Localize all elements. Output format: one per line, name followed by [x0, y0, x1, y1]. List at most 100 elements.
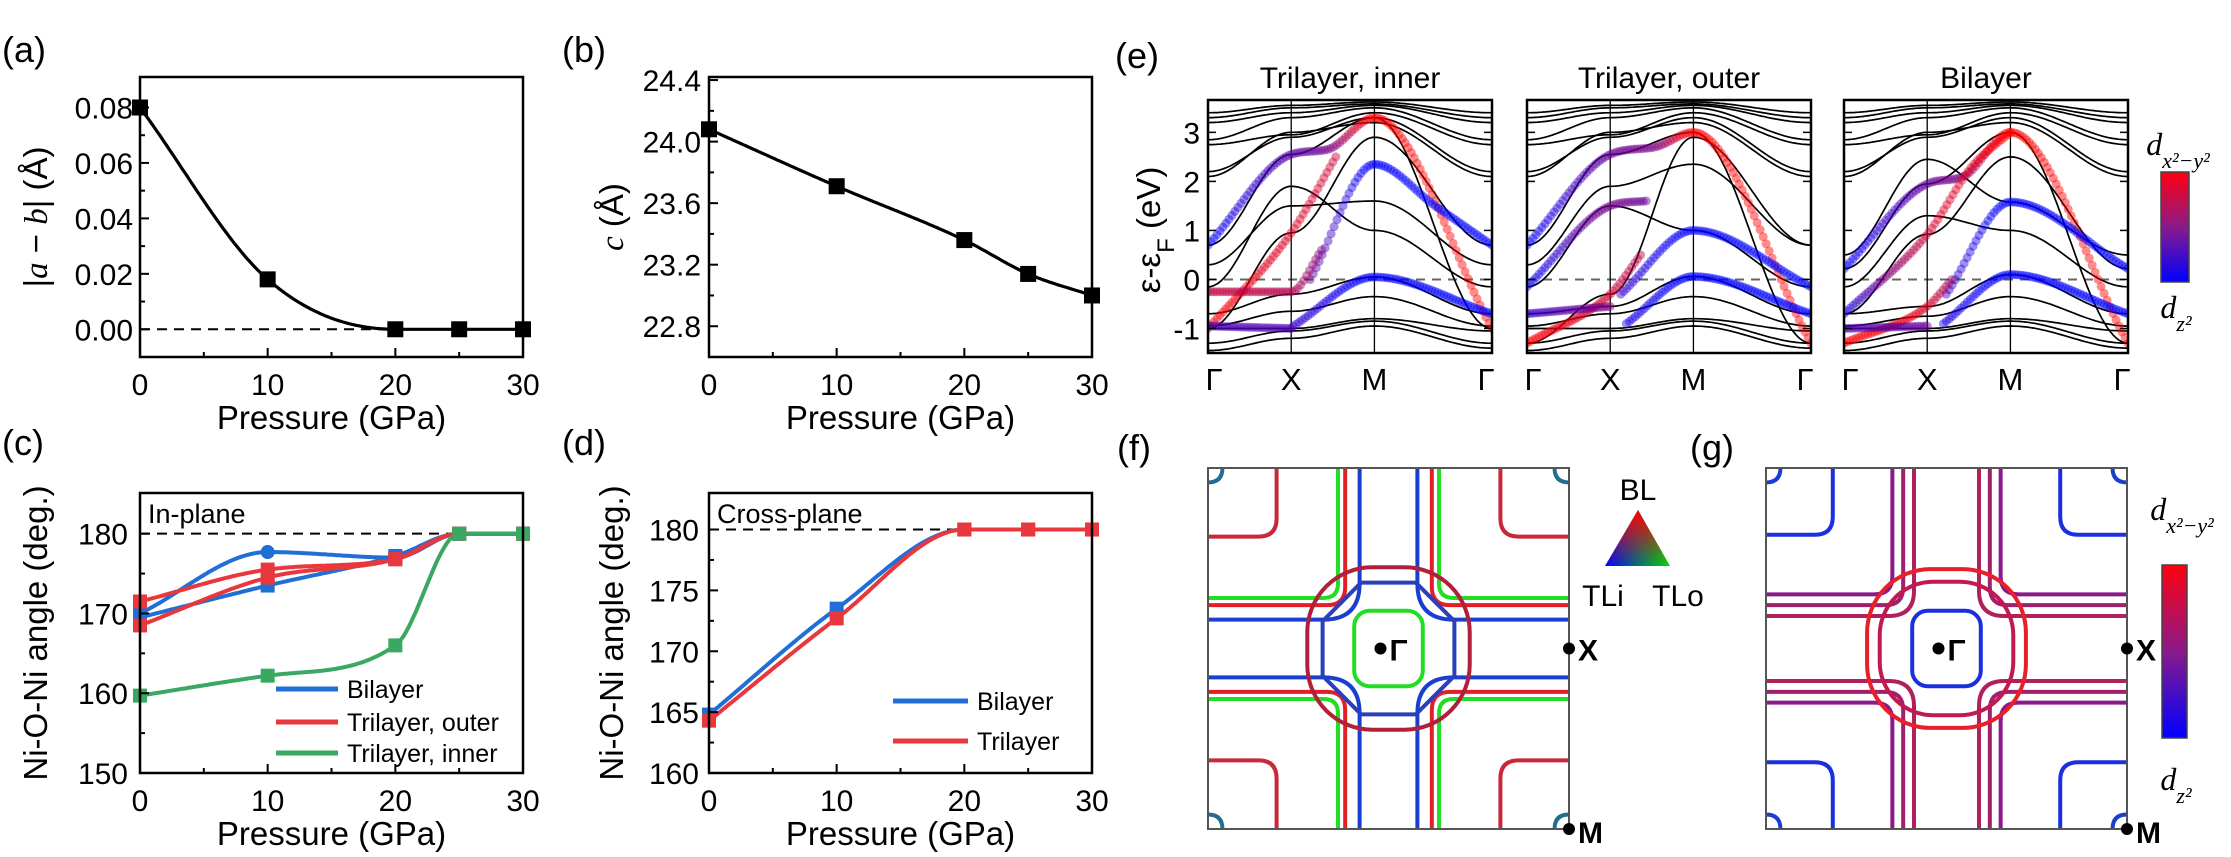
orbital-weight-dot [1269, 160, 1279, 170]
orbital-weight-dot [1845, 303, 1855, 313]
orbital-weight-dot [1788, 272, 1798, 282]
orbital-weight-dot [1699, 272, 1709, 282]
orbital-weight-dot [2010, 270, 2020, 280]
orbital-weight-dot [1851, 251, 1861, 261]
orbital-weight-dot [2016, 270, 2026, 280]
orbital-weight-dot [1639, 144, 1649, 154]
y-tick-label: 24.4 [643, 65, 701, 98]
orbital-weight-dot [1564, 305, 1574, 315]
k-point-label: M [1362, 362, 1388, 397]
band-line [1527, 295, 1811, 327]
orbital-weight-dot [1983, 279, 1993, 289]
orbital-weight-dot [1971, 289, 1981, 299]
orbital-weight-dot [2120, 308, 2128, 318]
orbital-weight-dot [1442, 291, 1452, 301]
orbital-weight-dot [1950, 174, 1960, 184]
orbital-weight-dot [1922, 321, 1932, 331]
orbital-weight-dot [1311, 255, 1321, 265]
orbital-weight-dot [1418, 170, 1428, 180]
orbital-weight-dot [1959, 300, 1969, 310]
orbital-weight-dot [1314, 146, 1324, 156]
orbital-weight-dot [1737, 240, 1747, 250]
y-tick-label: 160 [649, 758, 699, 791]
orbital-weight-dot [1618, 146, 1628, 156]
orbital-weight-dot [1703, 227, 1713, 237]
orbital-weight-dot [1436, 205, 1446, 215]
orbital-weight-dot [1331, 152, 1341, 162]
orbital-weight-dot [1368, 159, 1378, 169]
orbital-weight-dot [1389, 166, 1399, 176]
band-lines [1844, 100, 2128, 353]
orbital-weight-dot [1383, 163, 1393, 173]
orbital-weight-dot [1239, 285, 1249, 295]
orbital-weight-dot [1791, 304, 1801, 314]
orbital-weight-dot [1288, 321, 1298, 331]
orbital-weight-dot [1400, 276, 1410, 286]
orbital-weight-dot [1570, 314, 1580, 324]
band-line [1208, 111, 1492, 146]
band-line [1527, 317, 1811, 332]
orbital-weight-dot [1215, 310, 1225, 320]
orbital-weight-dot [1779, 266, 1789, 276]
orbital-weight-dot [1385, 120, 1395, 130]
orbital-weight-dot [1271, 248, 1281, 258]
orbital-weight-dot [1649, 253, 1659, 263]
orbital-weight-dot [1236, 288, 1246, 298]
orbital-weight-dot [2054, 185, 2064, 195]
orbital-weight-dot [2031, 273, 2041, 283]
orbital-weight-dot [1300, 313, 1310, 323]
orbital-weight-dot [1633, 144, 1643, 154]
orbital-weight-dot [1907, 321, 1917, 331]
orbital-weight-dot [1622, 283, 1632, 293]
orbital-weight-dot [1665, 136, 1675, 146]
orbital-weight-dot [1546, 256, 1556, 266]
orbital-weight-dot [1848, 254, 1858, 264]
band-line [1844, 320, 2128, 345]
orbital-weight-dot [1941, 281, 1951, 291]
orbital-weight-dot [1919, 321, 1929, 331]
orbital-weight-dot [1266, 287, 1276, 297]
orbital-weight-dot [1966, 163, 1976, 173]
orbital-weight-dot [1664, 237, 1674, 247]
orbital-weight-dot [1606, 149, 1616, 159]
orbital-weight-dot [2003, 128, 2013, 138]
data-point-marker [1020, 265, 1037, 282]
orbital-weight-dot [1338, 201, 1348, 211]
orbital-weight-dot [1290, 148, 1300, 158]
band-line [1208, 136, 1492, 330]
orbital-weight-dot [1687, 272, 1697, 282]
orbital-weight-dot [1906, 248, 1916, 258]
colorbar-bottom-sub: z² [2175, 311, 2192, 336]
orbital-weight-dot [1651, 142, 1661, 152]
orbital-weight-dot [1984, 145, 1994, 155]
orbital-weight-dot [1278, 287, 1288, 297]
orbital-weight-dot [1978, 150, 1988, 160]
gamma-point-label: Γ [1390, 635, 1408, 668]
data-point-marker [387, 321, 404, 338]
orbital-weight-dot [1579, 309, 1589, 319]
y-axis-label-part: c [595, 236, 631, 251]
y-axis-label-part: a [19, 262, 55, 279]
orbital-weight-dot [1386, 164, 1396, 174]
panel-label: (d) [562, 422, 606, 463]
legend-label: Trilayer, inner [347, 740, 498, 768]
orbital-weight-dot [1770, 260, 1780, 270]
orbital-weight-dot [1579, 170, 1589, 180]
orbital-weight-dot [1749, 211, 1759, 221]
orbital-weight-dot [1236, 287, 1246, 297]
m-centered-fermi-contour [1766, 760, 1835, 829]
orbital-weight-dot [1767, 259, 1777, 269]
band-line [1844, 104, 2128, 124]
orbital-weight-dot [2108, 254, 2118, 264]
orbital-weight-dot [1680, 129, 1690, 139]
orbital-weight-dot [1251, 322, 1261, 332]
orbital-weight-dot [1421, 283, 1431, 293]
orbital-weight-dot [1230, 322, 1240, 332]
band-line [1527, 136, 1811, 345]
orbital-weight-dot [1324, 294, 1334, 304]
orbital-weight-dot [1341, 132, 1351, 142]
band-lines [1527, 100, 1811, 353]
band-line [1844, 158, 2128, 256]
orbital-weight-dot [1221, 287, 1231, 297]
orbital-weight-dot [1540, 219, 1550, 229]
